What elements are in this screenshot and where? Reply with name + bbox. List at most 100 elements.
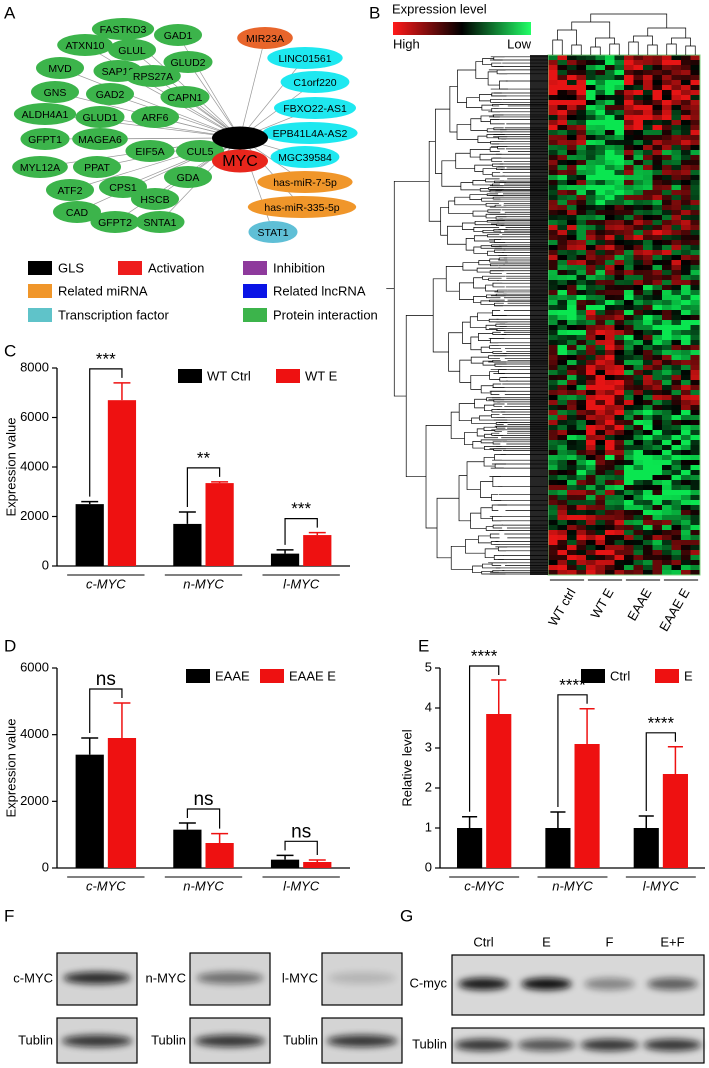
network-node bbox=[46, 179, 94, 201]
heatmap-cell bbox=[548, 360, 558, 366]
y-tick-label: 2000 bbox=[20, 793, 49, 808]
heatmap-cell bbox=[557, 500, 568, 506]
heatmap-cell bbox=[681, 100, 691, 106]
heatmap-cell bbox=[567, 135, 577, 141]
heatmap-cell bbox=[595, 230, 606, 236]
heatmap-cell bbox=[595, 215, 606, 221]
heatmap-cell bbox=[681, 145, 691, 151]
heatmap-cell bbox=[595, 175, 606, 181]
dendro-branch bbox=[492, 103, 504, 107]
heatmap-cell bbox=[567, 400, 577, 406]
heatmap-cell bbox=[614, 200, 625, 206]
heatmap-cell bbox=[586, 570, 596, 576]
heatmap-cell bbox=[567, 235, 577, 241]
heatmap-cell bbox=[633, 135, 644, 141]
heatmap-cell bbox=[652, 95, 663, 101]
heatmap-cell bbox=[586, 115, 596, 121]
heatmap-cell bbox=[586, 105, 596, 111]
heatmap-cell bbox=[595, 390, 606, 396]
heatmap-cell bbox=[567, 315, 577, 321]
heatmap-cell bbox=[567, 410, 577, 416]
heatmap-cell bbox=[681, 315, 691, 321]
heatmap-cell bbox=[633, 85, 644, 91]
dendro-branch bbox=[456, 124, 478, 140]
heatmap-cell bbox=[652, 225, 663, 231]
heatmap-cell bbox=[624, 145, 634, 151]
heatmap-cell bbox=[586, 245, 596, 251]
heatmap-cell bbox=[633, 145, 644, 151]
heatmap-cell bbox=[681, 230, 691, 236]
dendro-branch bbox=[428, 140, 441, 222]
heatmap-cell bbox=[548, 330, 558, 336]
heatmap-cell bbox=[643, 145, 653, 151]
heatmap-cell bbox=[652, 150, 663, 156]
heatmap-cell bbox=[548, 480, 558, 486]
heatmap-cell bbox=[548, 280, 558, 286]
x-tick-label: l-MYC bbox=[643, 878, 680, 893]
heatmap-cell bbox=[567, 280, 577, 286]
dendro-branch bbox=[671, 37, 691, 46]
dendro-branch bbox=[455, 152, 475, 169]
heatmap-cell bbox=[643, 450, 653, 456]
heatmap-cell bbox=[681, 320, 691, 326]
heatmap-cell bbox=[548, 65, 558, 71]
heatmap-cell bbox=[576, 250, 587, 256]
blot-label: Tublin bbox=[283, 1032, 318, 1047]
heatmap-cell bbox=[586, 120, 596, 126]
heatmap-cell bbox=[548, 135, 558, 141]
dendro-branch bbox=[478, 260, 491, 266]
heatmap-cell bbox=[652, 170, 663, 176]
heatmap-cell bbox=[614, 545, 625, 551]
heatmap-cell bbox=[548, 225, 558, 231]
heatmap-cell bbox=[671, 495, 682, 501]
heatmap-cell bbox=[614, 230, 625, 236]
error-bar bbox=[276, 549, 294, 554]
heatmap-cell bbox=[662, 570, 672, 576]
heatmap-cell bbox=[586, 205, 596, 211]
heatmap-cell bbox=[671, 275, 682, 281]
heatmap-cell bbox=[557, 430, 568, 436]
heatmap-cell bbox=[548, 345, 558, 351]
heatmap-cell bbox=[681, 425, 691, 431]
heatmap-cell bbox=[690, 235, 701, 241]
heatmap-cell bbox=[633, 340, 644, 346]
heatmap-cell bbox=[614, 375, 625, 381]
heatmap-cell bbox=[690, 285, 701, 291]
dendro-branch bbox=[494, 454, 506, 461]
heatmap-cell bbox=[605, 480, 615, 486]
heatmap-cell bbox=[548, 420, 558, 426]
heatmap-cell bbox=[548, 450, 558, 456]
heatmap-cell bbox=[567, 460, 577, 466]
heatmap-cell bbox=[671, 95, 682, 101]
heatmap-cell bbox=[614, 90, 625, 96]
dendro-branch bbox=[475, 61, 489, 79]
dendro-branch bbox=[486, 134, 505, 139]
heatmap-cell bbox=[595, 370, 606, 376]
heatmap-cell bbox=[671, 500, 682, 506]
heatmap-cell bbox=[681, 120, 691, 126]
heatmap-cell bbox=[605, 290, 615, 296]
heatmap-cell bbox=[576, 295, 587, 301]
heatmap-cell bbox=[567, 165, 577, 171]
heatmap-cell bbox=[595, 100, 606, 106]
heatmap-cell bbox=[643, 425, 653, 431]
heatmap-cell bbox=[681, 185, 691, 191]
significance-label: **** bbox=[648, 713, 675, 732]
heatmap-cell bbox=[671, 430, 682, 436]
legend-label: Related miRNA bbox=[58, 283, 148, 298]
heatmap-cell bbox=[652, 570, 663, 576]
blot-band bbox=[458, 978, 509, 990]
heatmap-cell bbox=[633, 425, 644, 431]
heatmap-cell bbox=[557, 560, 568, 566]
heatmap-cell bbox=[605, 435, 615, 441]
heatmap-cell bbox=[586, 320, 596, 326]
heatmap-cell bbox=[662, 555, 672, 561]
heatmap-cell bbox=[576, 280, 587, 286]
significance-bracket bbox=[284, 517, 318, 545]
heatmap-cell bbox=[662, 465, 672, 471]
heatmap-cell bbox=[652, 115, 663, 121]
heatmap-cell bbox=[614, 340, 625, 346]
column-dendrogram bbox=[552, 13, 696, 55]
heatmap-cell bbox=[614, 100, 625, 106]
heatmap-cell bbox=[595, 500, 606, 506]
